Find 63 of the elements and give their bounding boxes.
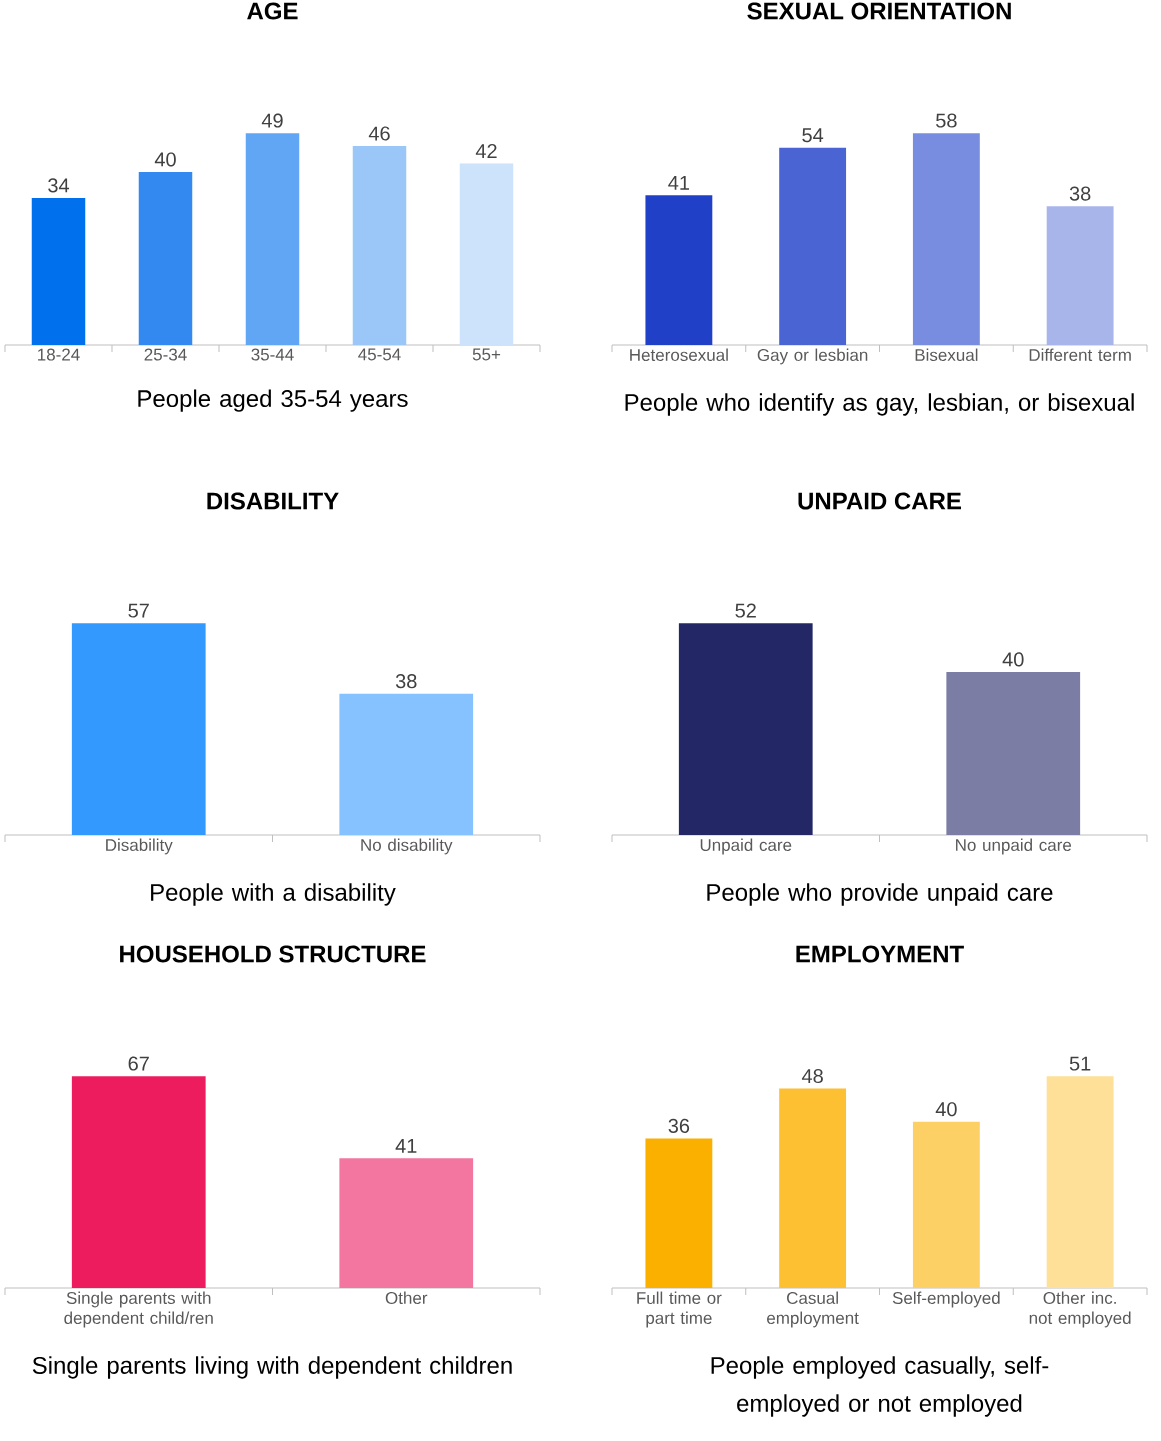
text: People employed casually, self-employed or not employed: [711, 1356, 1049, 1417]
bar: [459, 163, 514, 346]
bar: [245, 133, 300, 346]
bar: [138, 172, 193, 346]
data-label: 41: [395, 1139, 417, 1153]
text: People aged 35-54 years: [138, 389, 408, 412]
text: People who identify as gay, lesbian, or bisexual: [625, 393, 1134, 416]
data-label: 42: [475, 143, 497, 158]
data-label: 36: [668, 1118, 690, 1133]
x-tick-label: No unpaid care: [956, 838, 1072, 855]
chart-title: EMPLOYMENT: [796, 945, 964, 963]
data-label: 40: [154, 152, 176, 167]
data-label: 40: [935, 1102, 957, 1117]
bar: [645, 1138, 713, 1289]
chart-title: AGE: [247, 2, 298, 20]
x-tick-label: Self-employed: [892, 1291, 1000, 1308]
x-tick-label: Disability: [106, 838, 173, 855]
data-label: 38: [395, 674, 417, 689]
bar: [779, 1088, 847, 1289]
data-label: 48: [801, 1068, 823, 1084]
data-label: 46: [368, 126, 390, 141]
x-tick-label: Other inc. not employed: [1029, 1291, 1131, 1328]
data-label: 67: [128, 1056, 149, 1071]
bar: [1046, 1076, 1114, 1289]
x-tick-label: Heterosexual: [630, 348, 728, 362]
x-tick-label: Different term: [1029, 348, 1131, 362]
x-tick-label: Single parents with dependent child/ren: [64, 1291, 213, 1328]
data-label: 40: [1002, 652, 1024, 667]
data-label: 51: [1069, 1056, 1091, 1071]
bar: [31, 198, 86, 346]
chart-title: SEXUAL ORIENTATION: [747, 2, 1011, 20]
data-label: 54: [802, 128, 824, 143]
x-tick-label: Gay or lesbian: [757, 348, 868, 365]
bar: [645, 195, 713, 346]
chart-title: HOUSEHOLD STRUCTURE: [120, 945, 426, 963]
x-tick-label: 18-24: [38, 348, 80, 361]
text: Single parents living with dependent children: [32, 1356, 512, 1379]
text: People who provide unpaid care: [707, 883, 1053, 906]
x-tick-label: Casual employment: [767, 1291, 859, 1328]
x-tick-label: 45-54: [358, 348, 401, 361]
x-tick-label: 35-44: [251, 348, 294, 361]
data-label: 52: [735, 603, 756, 618]
data-label: 58: [936, 113, 957, 128]
text: People with a disability: [151, 883, 396, 906]
x-tick-label: Other: [385, 1291, 428, 1305]
bar: [352, 146, 407, 346]
bar: [912, 1121, 980, 1289]
x-tick-label: Full time or part time: [637, 1291, 722, 1328]
bar: [912, 133, 980, 346]
x-tick-label: Unpaid care: [700, 838, 792, 855]
data-label: 38: [1069, 186, 1091, 201]
x-tick-label: 25-34: [144, 348, 187, 361]
x-tick-label: 55+: [472, 348, 501, 361]
bar: [1046, 206, 1114, 346]
chart-title: DISABILITY: [207, 492, 339, 510]
x-tick-label: Bisexual: [915, 348, 978, 362]
chart-title: UNPAID CARE: [798, 492, 961, 510]
data-label: 57: [128, 603, 149, 618]
data-label: 41: [668, 175, 690, 190]
x-tick-label: No disability: [361, 838, 453, 855]
data-label: 49: [261, 113, 283, 128]
data-label: 34: [48, 178, 70, 193]
bar: [779, 147, 847, 346]
